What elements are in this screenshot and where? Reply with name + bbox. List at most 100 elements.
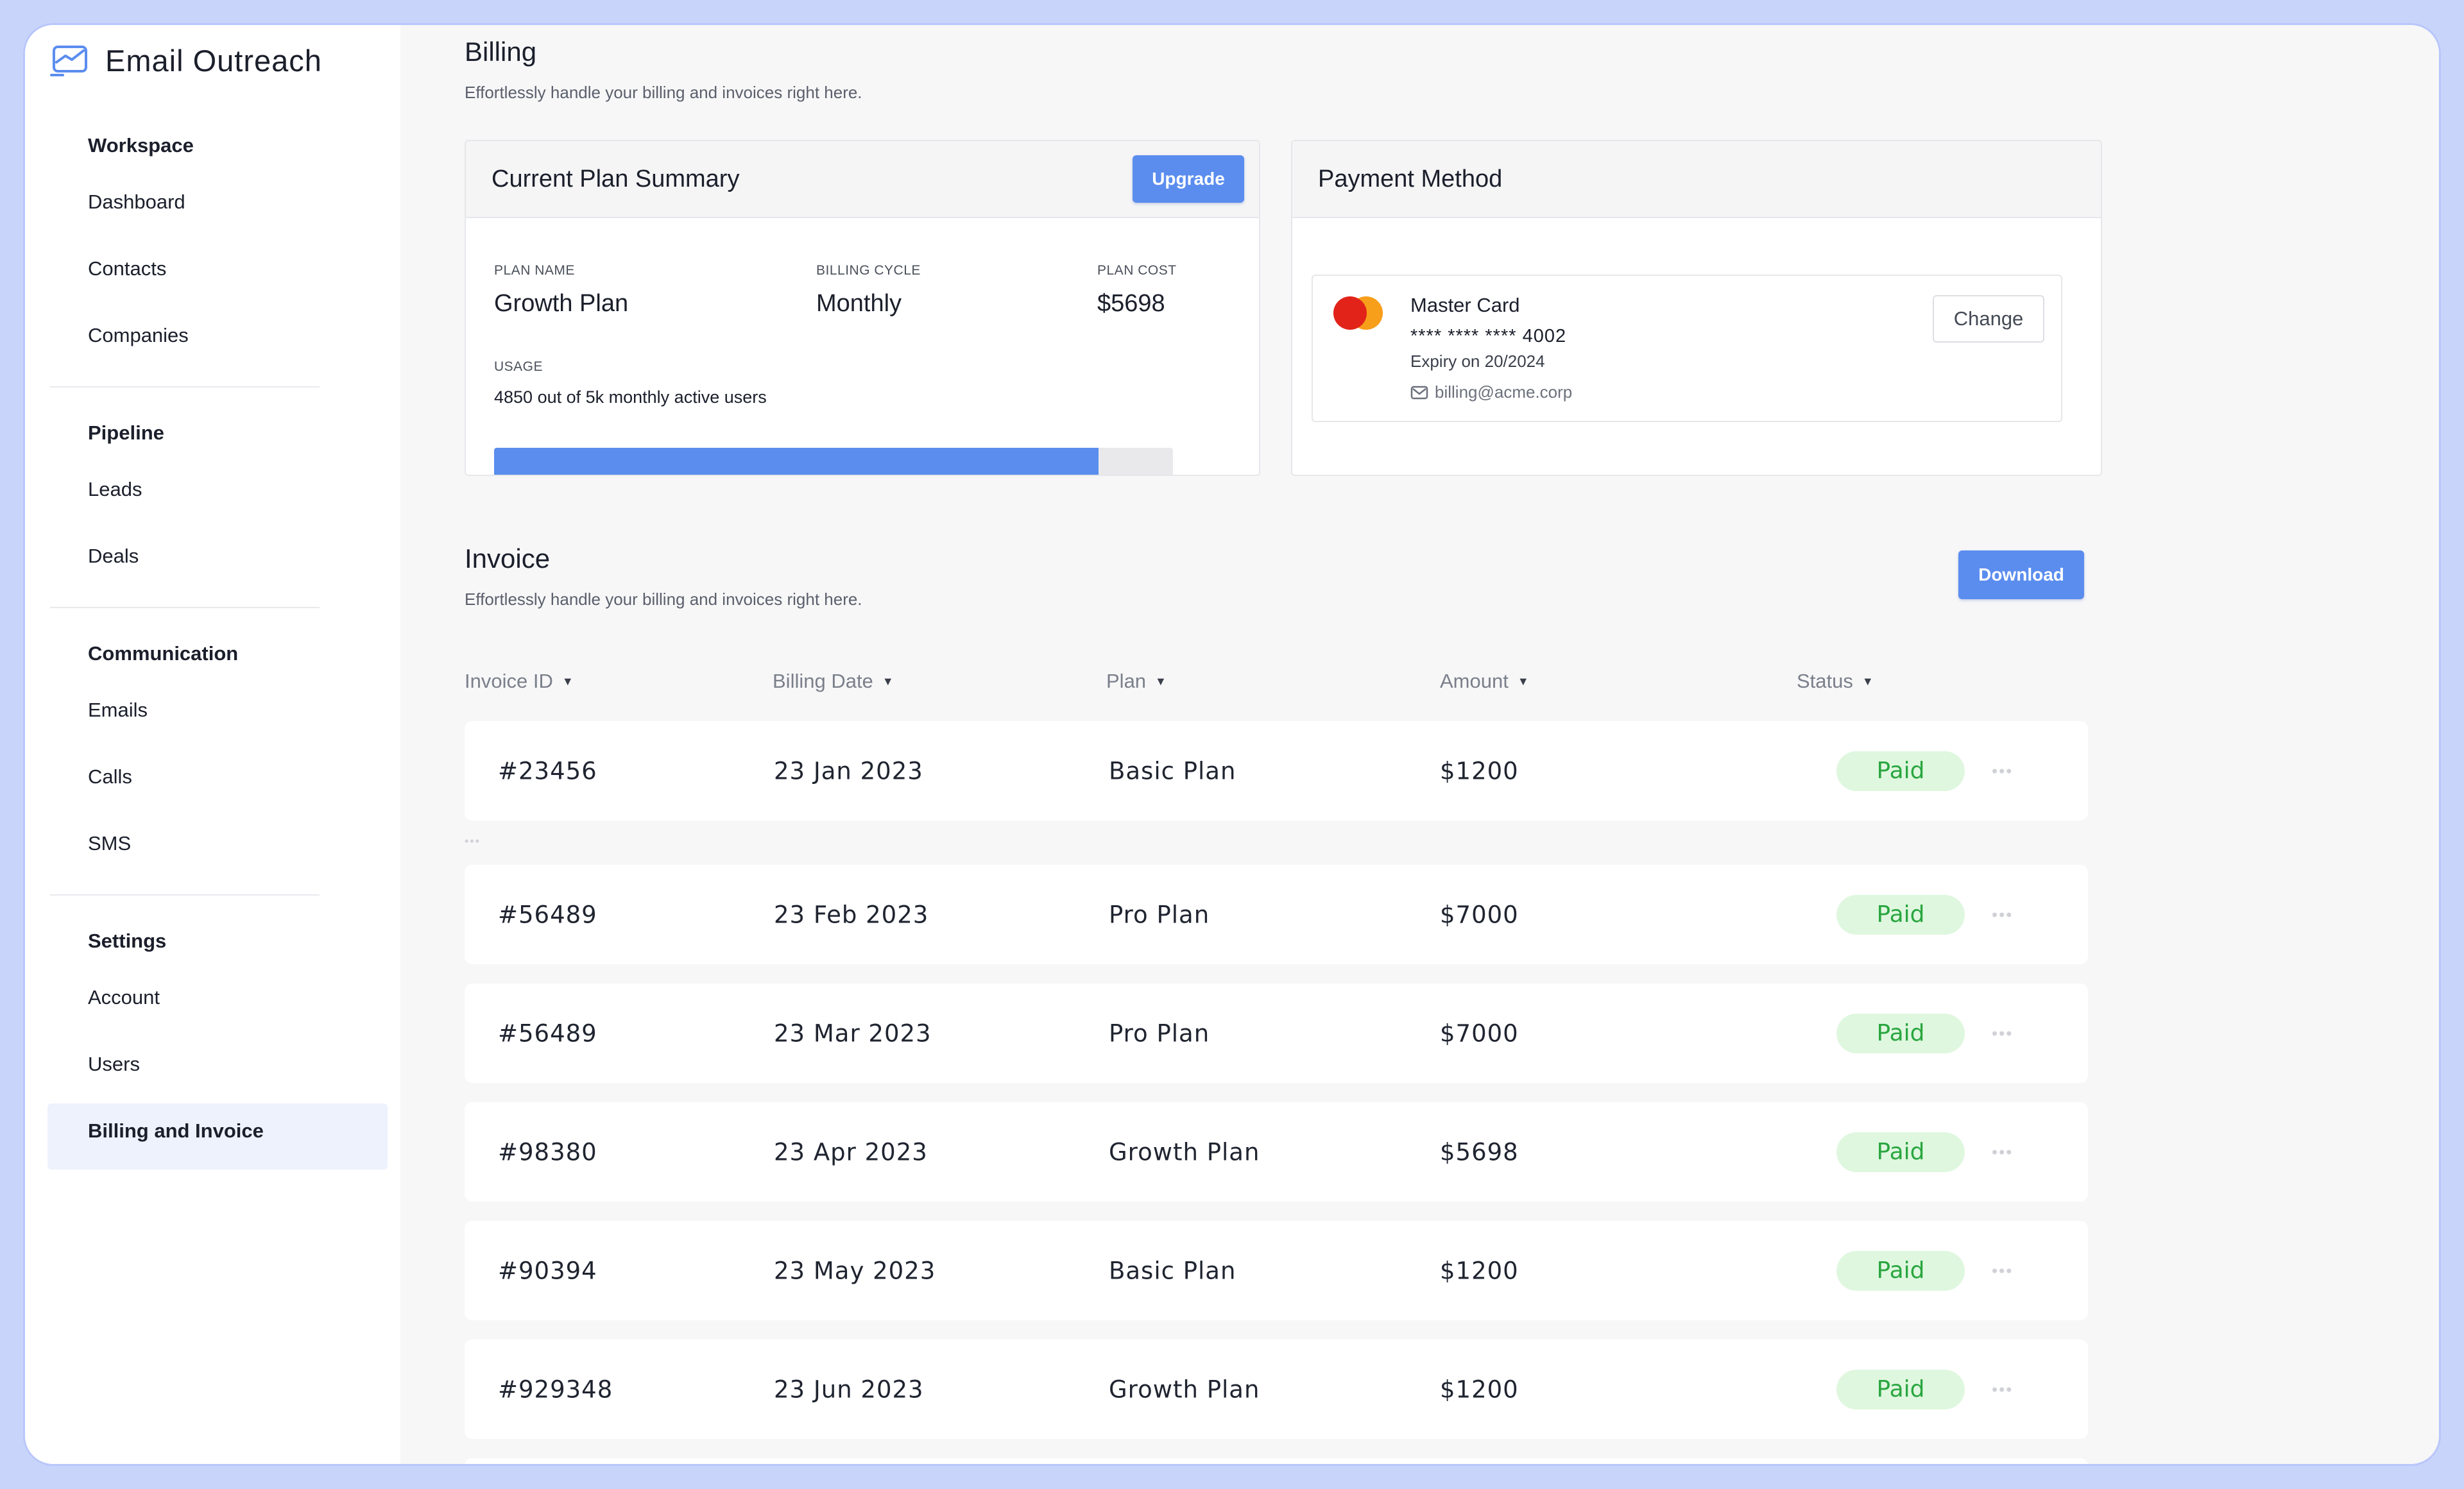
usage-progress-bar (494, 448, 1173, 475)
billing-date: 23 Mar 2023 (774, 1019, 932, 1047)
sidebar-item-billing-and-invoice[interactable]: Billing and Invoice (88, 1119, 264, 1142)
billing-date: 23 Jan 2023 (774, 757, 923, 785)
payment-method-card: Payment Method Master Card **** **** ***… (1291, 140, 2102, 476)
column-header-plan[interactable]: Plan ▼ (1106, 670, 1167, 693)
nav-divider (50, 894, 320, 896)
column-label: Plan (1106, 670, 1147, 692)
billing-date: 23 Apr 2023 (774, 1138, 928, 1166)
column-label: Status (1797, 670, 1853, 692)
sidebar-item-leads[interactable]: Leads (88, 478, 142, 500)
plan-summary-title: Current Plan Summary (492, 166, 740, 192)
amount: $5698 (1440, 1138, 1519, 1166)
table-row[interactable]: #56489 23 Mar 2023 Pro Plan $7000 Paid •… (465, 983, 2088, 1083)
ellipsis-icon[interactable]: ••• (1992, 1379, 2014, 1399)
nav-group-workspace: Workspace (88, 134, 194, 157)
page-title: Billing (465, 37, 537, 67)
invoice-id: #56489 (498, 1019, 597, 1047)
sort-caret-icon: ▼ (1861, 674, 1874, 688)
table-row[interactable]: #90394 23 May 2023 Basic Plan $1200 Paid… (465, 1221, 2088, 1320)
email-outreach-logo-icon (50, 46, 87, 76)
plan-name: Pro Plan (1109, 901, 1210, 928)
plan-name-value: Growth Plan (494, 290, 629, 317)
app-window: Email Outreach Workspace Dashboard Conta… (25, 25, 2439, 1464)
table-row[interactable]: #929348 23 Jun 2023 Growth Plan $1200 Pa… (465, 1340, 2088, 1439)
download-button[interactable]: Download (1958, 550, 2084, 599)
ellipsis-icon[interactable]: ••• (1992, 905, 2014, 924)
ellipsis-icon[interactable]: ••• (1992, 1023, 2014, 1042)
usage-progress-fill (494, 448, 1099, 475)
main-content: Billing Effortlessly handle your billing… (400, 25, 2439, 1464)
payment-method-header: Payment Method (1292, 141, 2101, 218)
column-label: Invoice ID (465, 670, 553, 692)
upgrade-button[interactable]: Upgrade (1133, 155, 1244, 203)
plan-cost-value: $5698 (1097, 290, 1165, 317)
payment-card-details: Master Card **** **** **** 4002 Expiry o… (1312, 275, 2062, 422)
sidebar-item-users[interactable]: Users (88, 1053, 140, 1075)
sidebar-item-dashboard[interactable]: Dashboard (88, 191, 185, 213)
status-badge: Paid (1836, 1250, 1965, 1291)
card-name: Master Card (1410, 294, 1520, 316)
status-badge: Paid (1836, 1369, 1965, 1409)
plan-cost-label: PLAN COST (1097, 263, 1177, 278)
ellipsis-icon[interactable]: ••• (1992, 1261, 2014, 1280)
invoice-title: Invoice (465, 543, 551, 574)
billing-date: 23 Feb 2023 (774, 901, 929, 928)
billing-email-row: billing@acme.corp (1410, 382, 1572, 402)
amount: $1200 (1440, 1257, 1519, 1284)
app-title: Email Outreach (105, 43, 322, 78)
column-header-billing-date[interactable]: Billing Date ▼ (773, 670, 894, 693)
sidebar-item-deals[interactable]: Deals (88, 545, 139, 567)
plan-summary-card: Current Plan Summary Upgrade PLAN NAME G… (465, 140, 1260, 476)
invoice-subtitle: Effortlessly handle your billing and inv… (465, 590, 862, 609)
plan-name: Pro Plan (1109, 1019, 1210, 1047)
plan-name: Basic Plan (1109, 757, 1236, 785)
column-header-invoice-id[interactable]: Invoice ID ▼ (465, 670, 574, 693)
amount: $7000 (1440, 1019, 1519, 1047)
billing-date: 23 Jun 2023 (774, 1375, 924, 1403)
usage-text: 4850 out of 5k monthly active users (494, 387, 767, 407)
table-row[interactable]: #98380 23 Apr 2023 Growth Plan $5698 Pai… (465, 1102, 2088, 1202)
sidebar-item-calls[interactable]: Calls (88, 765, 132, 788)
nav-group-communication: Communication (88, 642, 239, 665)
amount: $7000 (1440, 901, 1519, 928)
page-subtitle: Effortlessly handle your billing and inv… (465, 83, 862, 102)
billing-email: billing@acme.corp (1435, 382, 1573, 402)
status-badge: Paid (1836, 1132, 1965, 1172)
mail-icon (1410, 386, 1428, 399)
sidebar-item-companies[interactable]: Companies (88, 324, 189, 346)
ellipsis-icon[interactable]: ••• (1992, 761, 2014, 780)
mastercard-logo-icon (1333, 296, 1383, 330)
plan-name: Growth Plan (1109, 1375, 1260, 1403)
change-card-button[interactable]: Change (1933, 295, 2044, 343)
card-expiry: Expiry on 20/2024 (1410, 352, 1545, 371)
sidebar: Email Outreach Workspace Dashboard Conta… (25, 25, 400, 1464)
invoice-id: #98380 (498, 1138, 597, 1166)
plan-summary-header: Current Plan Summary Upgrade (466, 141, 1259, 218)
nav-group-pipeline: Pipeline (88, 421, 164, 444)
column-label: Amount (1440, 670, 1509, 692)
sidebar-item-account[interactable]: Account (88, 986, 160, 1008)
billing-cycle-value: Monthly (816, 290, 902, 317)
table-row[interactable] (465, 1458, 2088, 1464)
sidebar-item-sms[interactable]: SMS (88, 832, 132, 855)
sort-caret-icon: ▼ (561, 674, 574, 688)
payment-method-title: Payment Method (1318, 166, 1503, 192)
sort-caret-icon: ▼ (1155, 674, 1167, 688)
sidebar-active-highlight (47, 1103, 388, 1170)
invoice-id: #56489 (498, 901, 597, 928)
sidebar-item-contacts[interactable]: Contacts (88, 257, 167, 280)
column-label: Billing Date (773, 670, 873, 692)
column-header-status[interactable]: Status ▼ (1797, 670, 1874, 693)
nav-divider (50, 607, 320, 608)
brand[interactable]: Email Outreach (50, 40, 322, 80)
amount: $1200 (1440, 757, 1519, 785)
column-header-amount[interactable]: Amount ▼ (1440, 670, 1529, 693)
nav-group-settings: Settings (88, 930, 167, 952)
sidebar-item-emails[interactable]: Emails (88, 699, 148, 721)
status-badge: Paid (1836, 751, 1965, 791)
table-row[interactable]: #56489 23 Feb 2023 Pro Plan $7000 Paid •… (465, 865, 2088, 964)
ellipsis-icon[interactable]: ••• (1992, 1142, 2014, 1161)
table-row[interactable]: #23456 23 Jan 2023 Basic Plan $1200 Paid… (465, 721, 2088, 821)
ellipsis-icon[interactable]: ••• (465, 835, 481, 847)
invoice-id: #929348 (498, 1375, 613, 1403)
